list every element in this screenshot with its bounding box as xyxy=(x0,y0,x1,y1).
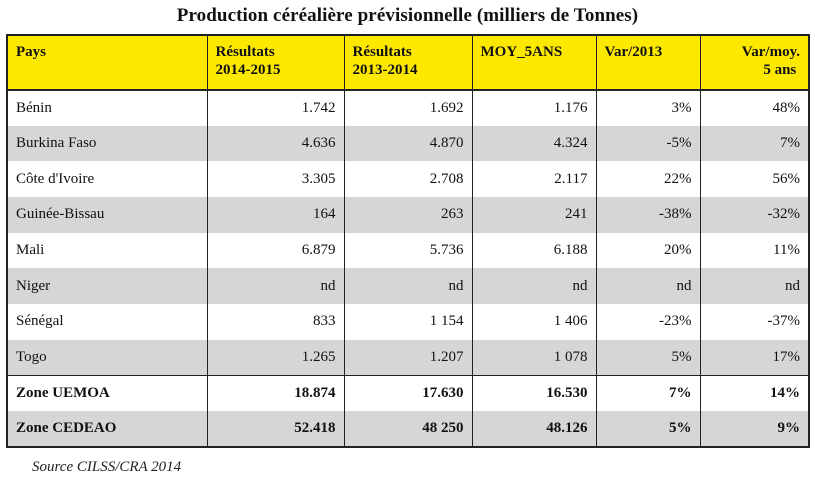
cell-moy-5ans: 241 xyxy=(471,197,597,233)
cell-var-2013: 5% xyxy=(595,411,701,447)
cell-pays: Mali xyxy=(6,232,208,269)
table-body: Bénin 1.742 1.692 1.176 3% 48% Burkina Faso 4.6… xyxy=(6,90,810,447)
table-row: Burkina Faso 4.636 4.870 4.324 -5% 7% xyxy=(6,125,810,162)
header-var-moy-5ans: Var/moy. 5 ans xyxy=(699,35,810,91)
table-row: Niger nd nd nd nd nd xyxy=(6,268,810,305)
header-resultats-2014-2015: Résultats 2014-2015 xyxy=(206,35,345,91)
cell-moy-5ans: 48.126 xyxy=(471,411,597,447)
table-row: Bénin 1.742 1.692 1.176 3% 48% xyxy=(6,90,810,126)
cell-pays: Guinée-Bissau xyxy=(6,197,208,233)
cell-var-2013: 7% xyxy=(595,375,701,412)
cell-moy-5ans: 2.117 xyxy=(471,161,597,198)
cell-pays: Bénin xyxy=(6,90,208,126)
cell-moy-5ans: 1 406 xyxy=(471,304,597,340)
cell-resultats-2014-2015: 52.418 xyxy=(206,411,345,447)
table-row: Guinée-Bissau 164 263 241 -38% -32% xyxy=(6,197,810,233)
cell-resultats-2014-2015: 3.305 xyxy=(206,161,345,198)
cell-resultats-2013-2014: nd xyxy=(343,268,473,305)
table-header-row: Pays Résultats 2014-2015 Résultats 2013-20… xyxy=(6,35,810,91)
cell-resultats-2013-2014: 1 154 xyxy=(343,304,473,340)
cell-var-moy-5ans: 14% xyxy=(699,375,810,412)
table-row: Sénégal 833 1 154 1 406 -23% -37% xyxy=(6,304,810,340)
table-title: Production céréalière prévisionnelle (mi… xyxy=(176,5,639,26)
cell-var-moy-5ans: 7% xyxy=(699,125,810,162)
cell-resultats-2014-2015: 164 xyxy=(206,197,345,233)
cell-moy-5ans: 1.176 xyxy=(471,90,597,126)
cell-var-2013: 22% xyxy=(595,161,701,198)
header-moy-5ans: MOY_5ANS xyxy=(471,35,597,91)
cell-var-moy-5ans: 17% xyxy=(699,339,810,376)
cell-resultats-2013-2014: 1.207 xyxy=(343,339,473,376)
cell-resultats-2013-2014: 2.708 xyxy=(343,161,473,198)
cell-var-moy-5ans: 9% xyxy=(699,411,810,447)
cell-var-2013: -23% xyxy=(595,304,701,340)
table-row: Togo 1.265 1.207 1 078 5% 17% xyxy=(6,339,810,376)
cell-var-2013: -38% xyxy=(595,197,701,233)
table-row: Côte d'Ivoire 3.305 2.708 2.117 22% 56% xyxy=(6,161,810,198)
header-resultats-2013-2014: Résultats 2013-2014 xyxy=(343,35,473,91)
cell-pays: Sénégal xyxy=(6,304,208,340)
cell-pays: Niger xyxy=(6,268,208,305)
cell-var-2013: 3% xyxy=(595,90,701,126)
cereal-production-table: Pays Résultats 2014-2015 Résultats 2013-20… xyxy=(6,34,810,448)
cell-moy-5ans: 1 078 xyxy=(471,339,597,376)
cell-var-moy-5ans: 56% xyxy=(699,161,810,198)
cell-moy-5ans: nd xyxy=(471,268,597,305)
cell-var-moy-5ans: 48% xyxy=(699,90,810,126)
cell-moy-5ans: 6.188 xyxy=(471,232,597,269)
cell-resultats-2013-2014: 17.630 xyxy=(343,375,473,412)
header-var-2013: Var/2013 xyxy=(595,35,701,91)
table-total-row: Zone CEDEAO 52.418 48 250 48.126 5% 9% xyxy=(6,411,810,447)
cell-var-moy-5ans: -32% xyxy=(699,197,810,233)
cell-resultats-2013-2014: 5.736 xyxy=(343,232,473,269)
cell-resultats-2014-2015: 18.874 xyxy=(206,375,345,412)
cell-var-moy-5ans: -37% xyxy=(699,304,810,340)
cell-var-moy-5ans: nd xyxy=(699,268,810,305)
cell-pays: Togo xyxy=(6,339,208,376)
cell-pays: Burkina Faso xyxy=(6,125,208,162)
cell-var-moy-5ans: 11% xyxy=(699,232,810,269)
cell-var-2013: 20% xyxy=(595,232,701,269)
cell-var-2013: -5% xyxy=(595,125,701,162)
cell-resultats-2013-2014: 263 xyxy=(343,197,473,233)
cell-moy-5ans: 16.530 xyxy=(471,375,597,412)
table-row: Mali 6.879 5.736 6.188 20% 11% xyxy=(6,232,810,269)
cell-resultats-2013-2014: 1.692 xyxy=(343,90,473,126)
cell-pays: Côte d'Ivoire xyxy=(6,161,208,198)
cell-resultats-2014-2015: 1.742 xyxy=(206,90,345,126)
cell-resultats-2014-2015: 4.636 xyxy=(206,125,345,162)
table-total-row: Zone UEMOA 18.874 17.630 16.530 7% 14% xyxy=(6,375,810,412)
cell-resultats-2014-2015: nd xyxy=(206,268,345,305)
cell-resultats-2013-2014: 48 250 xyxy=(343,411,473,447)
cell-var-2013: 5% xyxy=(595,339,701,376)
cell-pays: Zone CEDEAO xyxy=(6,411,208,447)
header-pays: Pays xyxy=(6,35,208,91)
cell-resultats-2014-2015: 1.265 xyxy=(206,339,345,376)
cell-resultats-2014-2015: 833 xyxy=(206,304,345,340)
cell-resultats-2013-2014: 4.870 xyxy=(343,125,473,162)
cell-pays: Zone UEMOA xyxy=(6,375,208,412)
cell-resultats-2014-2015: 6.879 xyxy=(206,232,345,269)
cell-var-2013: nd xyxy=(595,268,701,305)
source-note: Source CILSS/CRA 2014 xyxy=(32,459,182,475)
cell-moy-5ans: 4.324 xyxy=(471,125,597,162)
